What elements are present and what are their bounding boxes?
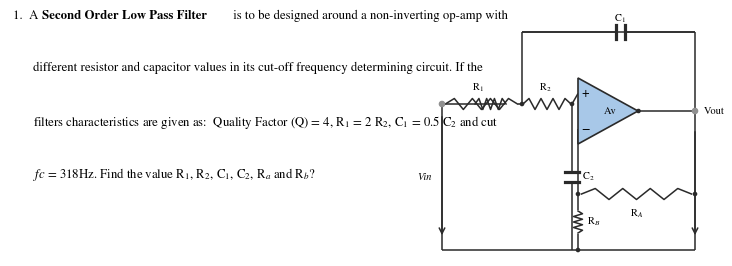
- Text: R$_1$: R$_1$: [472, 82, 484, 94]
- Text: filters characteristics are given as:  Quality Factor (Q) = 4, R$_1$ = 2 R$_2$, : filters characteristics are given as: Qu…: [33, 114, 498, 131]
- Text: $\it{fc}$ = 318Hz. Find the value R$_1$, R$_2$, C$_1$, C$_2$, R$_a$ and R$_b$?: $\it{fc}$ = 318Hz. Find the value R$_1$,…: [33, 166, 316, 183]
- Circle shape: [637, 109, 640, 113]
- Text: Vout: Vout: [704, 106, 725, 116]
- Text: −: −: [580, 124, 589, 133]
- Polygon shape: [578, 78, 638, 144]
- Text: R$_B$: R$_B$: [587, 216, 600, 228]
- Text: Av: Av: [604, 106, 616, 116]
- Text: R$_2$: R$_2$: [539, 82, 551, 94]
- Circle shape: [570, 102, 574, 106]
- Text: C$_2$: C$_2$: [582, 171, 594, 183]
- Text: is to be designed around a non-inverting op-amp with: is to be designed around a non-inverting…: [231, 10, 509, 22]
- Circle shape: [576, 248, 580, 252]
- Text: C$_1$: C$_1$: [613, 13, 625, 25]
- Circle shape: [693, 192, 697, 196]
- Circle shape: [576, 192, 580, 196]
- Text: R$_A$: R$_A$: [630, 207, 643, 219]
- Circle shape: [439, 101, 444, 107]
- Circle shape: [520, 102, 523, 106]
- Circle shape: [692, 109, 698, 114]
- Text: Vin: Vin: [417, 172, 432, 182]
- Text: different resistor and capacitor values in its cut-off frequency determining cir: different resistor and capacitor values …: [33, 62, 482, 74]
- Text: 1.  A: 1. A: [13, 10, 42, 22]
- Text: +: +: [581, 89, 589, 98]
- Text: Second Order Low Pass Filter: Second Order Low Pass Filter: [42, 10, 207, 22]
